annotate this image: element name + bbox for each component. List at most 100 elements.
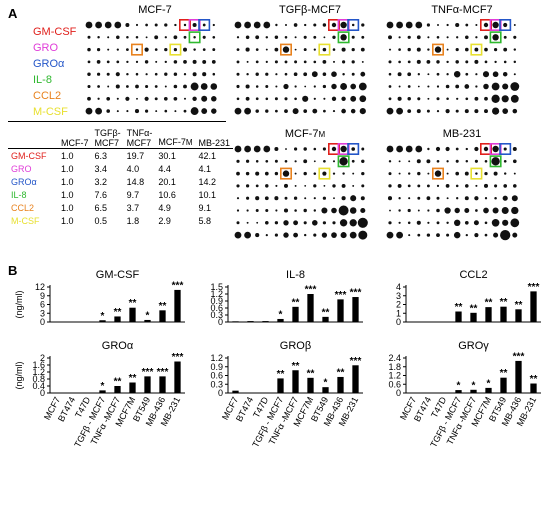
array-spot bbox=[135, 72, 139, 76]
y-tick-label: 1.2 bbox=[210, 353, 223, 363]
array-spot bbox=[342, 60, 346, 64]
array-spot bbox=[360, 196, 365, 201]
array-spot bbox=[135, 36, 139, 39]
array-spot bbox=[96, 72, 101, 76]
array-membrane-mcf7 bbox=[85, 18, 218, 116]
significance-label: *** bbox=[157, 367, 169, 378]
array-spot bbox=[388, 160, 392, 163]
bar bbox=[440, 321, 447, 323]
bar bbox=[262, 321, 269, 322]
array-spot bbox=[502, 108, 509, 114]
array-spot bbox=[484, 96, 488, 101]
array-spot bbox=[453, 70, 461, 78]
array-spot bbox=[106, 60, 110, 64]
array-spot bbox=[436, 110, 440, 113]
array-spot bbox=[135, 48, 139, 51]
bar bbox=[262, 392, 269, 394]
array-spot bbox=[427, 48, 430, 51]
significance-label: *** bbox=[142, 367, 154, 378]
bar bbox=[144, 376, 151, 393]
array-spot bbox=[107, 48, 110, 51]
table-cell: 4.0 bbox=[126, 163, 140, 174]
array-spot bbox=[245, 159, 250, 163]
array-spot bbox=[292, 108, 299, 115]
array-spot bbox=[475, 184, 478, 187]
array-spot bbox=[436, 221, 440, 225]
membrane-title-tgfb-mcf7: TGFβ-MCF7 bbox=[279, 4, 341, 16]
significance-label: *** bbox=[172, 280, 184, 291]
array-spot bbox=[190, 107, 199, 116]
array-spot bbox=[126, 72, 129, 76]
array-spot bbox=[416, 220, 421, 225]
array-spot bbox=[236, 221, 240, 225]
array-spot bbox=[341, 96, 346, 102]
table-cell: 10.6 bbox=[158, 189, 176, 200]
array-spot bbox=[294, 36, 297, 39]
significance-label: ** bbox=[114, 377, 122, 388]
array-spot bbox=[465, 147, 468, 151]
table-cell: 3.7 bbox=[126, 202, 140, 213]
y-tick-label: 6 bbox=[40, 300, 45, 310]
array-spot bbox=[407, 60, 411, 64]
array-spot bbox=[350, 108, 356, 114]
array-spot bbox=[436, 184, 440, 188]
array-spot bbox=[415, 145, 423, 153]
array-spot bbox=[284, 23, 288, 27]
array-spot bbox=[351, 47, 355, 52]
array-spot bbox=[155, 60, 158, 63]
array-spot bbox=[397, 72, 402, 77]
y-tick-label: 2.4 bbox=[388, 353, 401, 363]
array-spot bbox=[454, 207, 460, 214]
array-spot bbox=[274, 60, 278, 64]
array-spot bbox=[426, 60, 431, 64]
significance-label: * bbox=[487, 378, 491, 389]
array-spot bbox=[107, 85, 110, 88]
array-spot bbox=[445, 184, 450, 188]
array-spot bbox=[464, 84, 470, 89]
significance-label: * bbox=[101, 381, 105, 392]
table-cell: 4.9 bbox=[158, 202, 171, 213]
array-spot bbox=[510, 218, 520, 228]
array-spot bbox=[435, 146, 441, 152]
array-spot bbox=[164, 47, 168, 52]
array-spot bbox=[475, 209, 478, 212]
array-spot bbox=[236, 209, 240, 212]
array-spot bbox=[446, 172, 449, 175]
array-spot bbox=[245, 96, 250, 101]
array-spot bbox=[183, 109, 187, 113]
array-spot bbox=[361, 171, 365, 176]
array-spot bbox=[312, 220, 318, 226]
array-spot bbox=[349, 231, 357, 239]
array-spot bbox=[510, 94, 519, 103]
array-spot bbox=[361, 184, 365, 188]
array-spot bbox=[407, 109, 412, 113]
bar bbox=[455, 311, 462, 322]
array-spot bbox=[265, 184, 269, 188]
array-spot bbox=[483, 207, 489, 214]
array-spot bbox=[154, 48, 158, 51]
array-spot bbox=[311, 71, 318, 78]
table-cell: 42.1 bbox=[198, 150, 217, 161]
array-spot bbox=[359, 95, 367, 103]
array-spot bbox=[408, 160, 411, 163]
array-spot bbox=[154, 35, 159, 40]
bar bbox=[174, 289, 181, 322]
array-spot bbox=[465, 184, 469, 188]
array-spot bbox=[183, 97, 187, 100]
analyte-highlight-box bbox=[279, 167, 292, 180]
analyte-label-gro: GRO bbox=[33, 42, 59, 54]
array-spot bbox=[474, 96, 479, 101]
table-cell: 1.0 bbox=[61, 163, 74, 174]
array-spot bbox=[361, 23, 365, 27]
array-spot bbox=[455, 22, 460, 28]
array-spot bbox=[415, 21, 423, 29]
array-spot bbox=[304, 23, 307, 27]
array-spot bbox=[475, 85, 478, 88]
significance-label: * bbox=[457, 381, 461, 392]
array-spot bbox=[265, 85, 269, 88]
analyte-highlight-box bbox=[470, 43, 483, 56]
array-spot bbox=[398, 48, 401, 51]
array-spot bbox=[255, 72, 259, 76]
bar bbox=[500, 377, 507, 393]
